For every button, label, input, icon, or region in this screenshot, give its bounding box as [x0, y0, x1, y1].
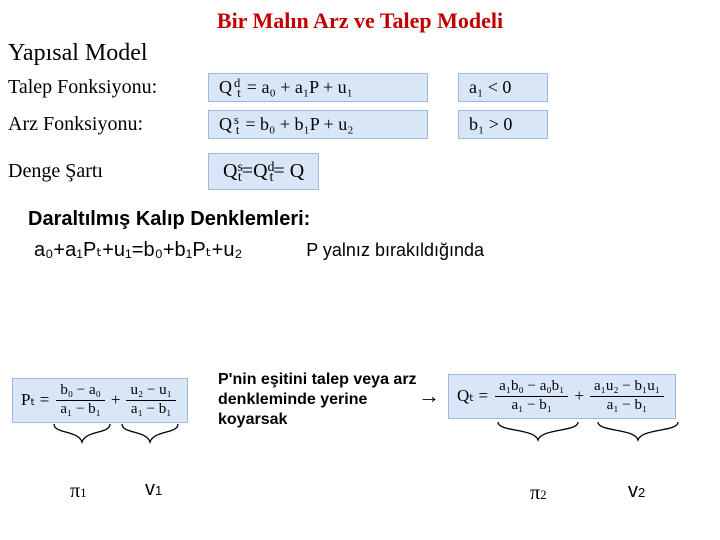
- equilibrium-label: Denge Şartı: [8, 160, 208, 183]
- equil-end: = Q: [273, 160, 304, 183]
- qt-frac2: a₁u₂ − b₁u₁ a₁ − b₁: [590, 379, 664, 414]
- v1-sub: 1: [155, 483, 162, 498]
- supply-equation: Qst = b₀ + b₁P + u₂: [208, 110, 428, 139]
- demand-label: Talep Fonksiyonu:: [8, 76, 208, 99]
- pt-plus: +: [111, 390, 121, 410]
- demand-rhs: = a₀ + a₁P + u₁: [247, 77, 353, 98]
- pi2-label: π2: [530, 482, 547, 505]
- supply-rhs: = b₀ + b₁P + u₂: [245, 114, 353, 135]
- qt-f2-den: a₁ − b₁: [603, 397, 652, 414]
- reduced-comment: P yalnız bırakıldığında: [246, 240, 484, 261]
- v2-sym: v: [628, 480, 638, 502]
- supply-condition: b₁ > 0: [458, 110, 548, 139]
- demand-equation: Qdt = a₀ + a₁P + u₁: [208, 73, 428, 102]
- substitution-note: P'nin eşitini talep veya arz denkleminde…: [218, 370, 418, 430]
- equilibrium-equation: Qst = Qdt = Q: [208, 153, 319, 190]
- qt-lhs: Qₜ =: [457, 386, 488, 406]
- demand-sub: t: [237, 86, 241, 101]
- pi1-label: π1: [70, 480, 87, 503]
- structural-heading: Yapısal Model: [0, 34, 720, 69]
- arrow-icon: →: [418, 383, 440, 409]
- pt-frac2: u₂ − u₁ a₁ − b₁: [126, 383, 175, 418]
- v2-sub: 2: [638, 485, 645, 500]
- brace-pi1: [52, 422, 112, 444]
- pi2-sub: 2: [540, 487, 547, 502]
- v2-label: v2: [628, 480, 645, 503]
- qt-f1-den: a₁ − b₁: [507, 397, 556, 414]
- pi1-sub: 1: [80, 485, 87, 500]
- equilibrium-row: Denge Şartı Qst = Qdt = Q: [0, 149, 720, 194]
- pi1-sym: π: [70, 480, 80, 502]
- supply-row: Arz Fonksiyonu: Qst = b₀ + b₁P + u₂ b₁ >…: [0, 106, 720, 143]
- equil-q1: Q: [223, 160, 237, 183]
- pi2-sym: π: [530, 482, 540, 504]
- brace-v1: [120, 422, 180, 444]
- qt-f1-num: a₁b₀ − a₀b₁: [495, 379, 568, 397]
- qt-plus: +: [574, 386, 584, 406]
- equil-q1-sub: t: [238, 170, 242, 186]
- pt-formula: Pₜ = b₀ − a₀ a₁ − b₁ + u₂ − u₁ a₁ − b₁: [12, 378, 188, 423]
- pt-f1-num: b₀ − a₀: [56, 383, 105, 401]
- v1-label: v1: [145, 478, 162, 501]
- pt-f1-den: a₁ − b₁: [56, 401, 105, 418]
- page-title: Bir Malın Arz ve Talep Modeli: [0, 0, 720, 34]
- pt-lhs: Pₜ =: [21, 390, 49, 410]
- qt-f2-num: a₁u₂ − b₁u₁: [590, 379, 664, 397]
- equil-q2: Q: [253, 160, 267, 183]
- pt-f2-den: a₁ − b₁: [127, 401, 176, 418]
- supply-label: Arz Fonksiyonu:: [8, 113, 208, 136]
- equil-mid1: =: [242, 160, 253, 183]
- demand-condition: a₁ < 0: [458, 73, 548, 102]
- brace-pi2: [496, 420, 580, 442]
- demand-row: Talep Fonksiyonu: Qdt = a₀ + a₁P + u₁ a₁…: [0, 69, 720, 106]
- brace-v2: [596, 420, 680, 442]
- reduced-equation: a₀+a₁Pₜ+u₁=b₀+b₁Pₜ+u₂: [0, 237, 242, 262]
- qt-frac1: a₁b₀ − a₀b₁ a₁ − b₁: [495, 379, 568, 414]
- pt-frac1: b₀ − a₀ a₁ − b₁: [56, 383, 105, 418]
- v1-sym: v: [145, 478, 155, 500]
- supply-q: Q: [219, 114, 232, 135]
- qt-formula: Qₜ = a₁b₀ − a₀b₁ a₁ − b₁ + a₁u₂ − b₁u₁ a…: [448, 374, 676, 419]
- reduced-heading: Daraltılmış Kalıp Denklemleri:: [0, 194, 720, 235]
- supply-sub: t: [236, 123, 240, 138]
- equil-q2-sub: t: [270, 170, 274, 186]
- pt-f2-num: u₂ − u₁: [126, 383, 175, 401]
- demand-q: Q: [219, 77, 232, 98]
